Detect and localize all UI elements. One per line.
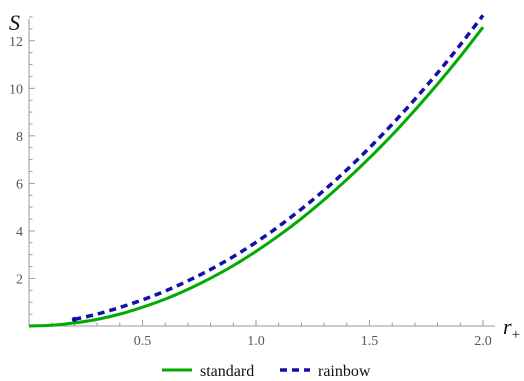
- x-tick-label: 1.0: [247, 334, 265, 349]
- y-tick-label: 2: [16, 272, 23, 287]
- axes: [29, 19, 495, 326]
- y-tick-label: 12: [9, 35, 23, 50]
- y-axis-label: S: [9, 10, 20, 35]
- x-tick-label: 2.0: [474, 334, 492, 349]
- legend: standard rainbow: [162, 363, 371, 380]
- legend-label-rainbow: rainbow: [318, 363, 371, 380]
- x-tick-label: 1.5: [361, 334, 379, 349]
- ticks: [29, 17, 483, 326]
- legend-label-standard: standard: [200, 363, 254, 380]
- series-group: [29, 15, 483, 326]
- y-tick-label: 10: [9, 82, 23, 97]
- y-tick-label: 4: [16, 225, 23, 240]
- x-axis-label-subscript: +: [512, 327, 520, 343]
- x-tick-label: 0.5: [134, 334, 152, 349]
- series-line-standard: [29, 27, 483, 326]
- series-start-marker-rainbow: [72, 317, 77, 322]
- y-tick-label: 6: [16, 177, 23, 192]
- x-axis-label: r+: [503, 314, 520, 343]
- y-tick-label: 8: [16, 130, 23, 145]
- tick-labels: 0.5 1.0 1.5 2.0 2 4 6 8 10 12: [9, 35, 492, 349]
- series-line-rainbow: [74, 15, 483, 319]
